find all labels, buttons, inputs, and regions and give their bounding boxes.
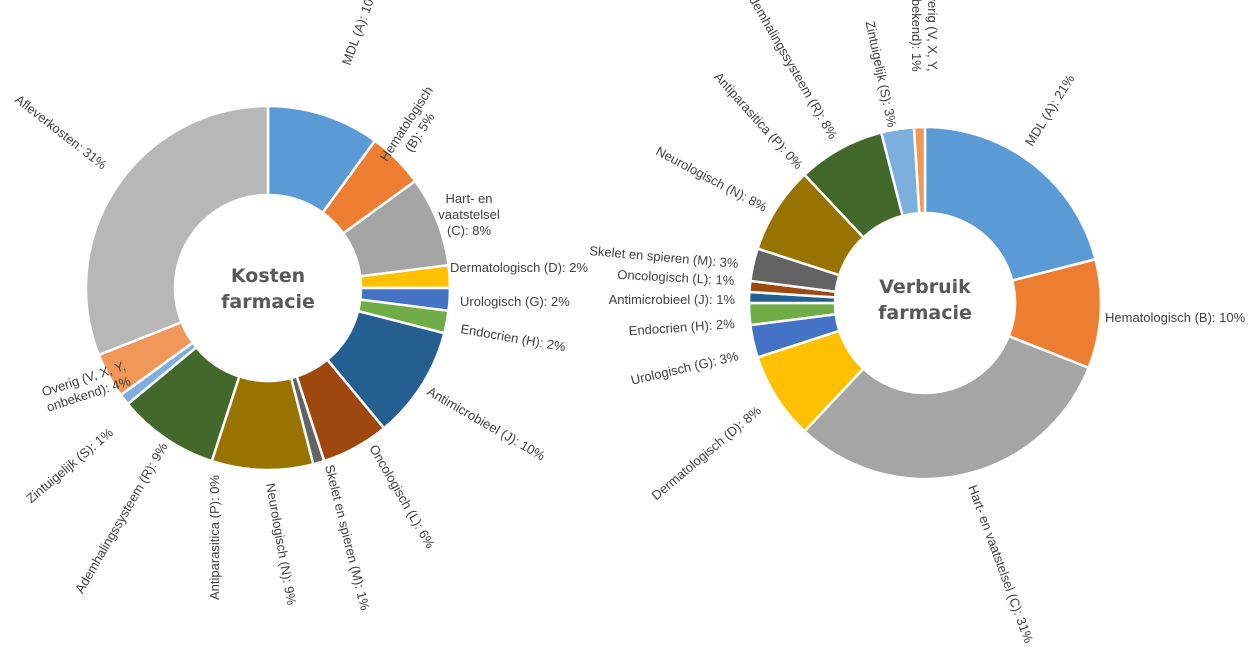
data-label-line: vaatstelsel — [438, 207, 500, 222]
data-label-urologisch-g: Urologisch (G): 3% — [629, 348, 740, 387]
data-label-dermatologisch-d: Dermatologisch (D): 8% — [649, 403, 765, 503]
data-label-line: Antimicrobieel (J): 1% — [609, 292, 736, 307]
data-label-antimicrobieel-j: Antimicrobieel (J): 10% — [425, 384, 549, 464]
chart-title-line-1: Verbruik — [879, 276, 971, 298]
data-label-line: Overig (V, X, Y, — [925, 0, 940, 72]
data-label-zintuigelijk-s: Zintuigelijk (S): 3% — [863, 19, 900, 129]
data-label-line: Afleverkosten: 31% — [12, 92, 110, 173]
data-label-hart-en-vaatstelsel-c: Hart- en vaatstelsel (C): 8% — [438, 191, 500, 238]
data-label-line: Antimicrobieel (J): 10% — [425, 384, 549, 464]
slice-overig-v-x-y-onbekend — [912, 125, 927, 215]
data-label-neurologisch-n: Neurologisch (N): 9% — [263, 482, 299, 607]
data-label-urologisch-g: Urologisch (G): 2% — [460, 294, 570, 309]
data-label-oncologisch-l: Oncologisch (L): 1% — [617, 267, 735, 288]
data-label-line: MDL (A): 10% — [339, 0, 381, 67]
data-label-line: Dermatologisch (D): 2% — [450, 260, 588, 275]
data-label-line: Skelet en spieren (M): 3% — [589, 243, 740, 271]
chart-title-line-2: farmacie — [221, 291, 315, 313]
data-label-mdl-a: MDL (A): 21% — [1022, 71, 1078, 148]
data-label-line: Urologisch (G): 2% — [460, 294, 570, 309]
data-label-line: Skelet en spieren (M): 1% — [322, 463, 373, 612]
data-label-hematologisch-b: Hematologisch (B): 10% — [1105, 310, 1246, 325]
data-label-antiparasitica-p: Antiparasitica (P): 0% — [711, 69, 806, 172]
data-label-line: onbekend): 1% — [909, 0, 924, 72]
data-label-endocrien-h: Endocrien (H): 2% — [459, 321, 567, 354]
data-label-line: Endocrien (H): 2% — [459, 321, 567, 354]
data-label-hart-en-vaatstelsel-c: Hart- en vaatstelsel (C): 31% — [965, 483, 1036, 645]
data-label-line: Oncologisch (L): 1% — [617, 267, 735, 288]
data-label-line: Neurologisch (N): 8% — [654, 143, 771, 214]
donut-kosten-farmacie: MDL (A): 10% Hematologisch(B): 5% Hart- en… — [12, 0, 588, 612]
slice-afleverkosten — [84, 104, 270, 357]
data-label-line: Zintuigelijk (S): 3% — [863, 19, 900, 129]
data-label-line: Endocrien (H): 2% — [628, 316, 735, 338]
data-label-line: Oncologisch (L): 6% — [366, 442, 438, 551]
data-label-dermatologisch-d: Dermatologisch (D): 2% — [450, 260, 588, 275]
data-label-line: Hart- en vaatstelsel (C): 31% — [965, 483, 1036, 645]
data-label-line: Urologisch (G): 3% — [629, 348, 740, 387]
data-label-line: Zintuigelijk (S): 1% — [23, 425, 116, 506]
slice-mdl-a — [923, 125, 1097, 282]
data-label-mdl-a: MDL (A): 10% — [339, 0, 381, 67]
data-label-line: Hematologisch (B): 10% — [1105, 310, 1246, 325]
data-label-line: MDL (A): 21% — [1022, 71, 1078, 148]
data-label-overig-v-x-y-onbekend: Overig (V, X, Y,onbekend): 1% — [909, 0, 940, 72]
data-label-line: Antiparasitica (P): 0% — [207, 475, 222, 600]
data-label-neurologisch-n: Neurologisch (N): 8% — [654, 143, 771, 214]
data-label-line: (C): 8% — [447, 223, 492, 238]
data-label-antimicrobieel-j: Antimicrobieel (J): 1% — [609, 292, 736, 307]
data-label-line: Hart- en — [446, 191, 493, 206]
data-label-hematologisch-b: Hematologisch(B): 5% — [377, 83, 450, 172]
slice-hart-en-vaatstelsel-c — [803, 334, 1090, 481]
data-label-skelet-en-spieren-m: Skelet en spieren (M): 3% — [589, 243, 740, 271]
data-label-endocrien-h: Endocrien (H): 2% — [628, 316, 735, 338]
data-label-ademhalingssysteem-r: Ademhalingssysteem (R): 9% — [72, 440, 171, 596]
data-label-zintuigelijk-s: Zintuigelijk (S): 1% — [23, 425, 116, 506]
data-label-line: Neurologisch (N): 9% — [263, 482, 299, 607]
donut-verbruik-farmacie: MDL (A): 21% Hematologisch (B): 10% Hart- … — [589, 0, 1246, 645]
data-label-oncologisch-l: Oncologisch (L): 6% — [366, 442, 438, 551]
data-label-line: Antiparasitica (P): 0% — [711, 69, 806, 172]
data-label-line: Dermatologisch (D): 8% — [649, 403, 765, 503]
data-label-skelet-en-spieren-m: Skelet en spieren (M): 1% — [322, 463, 373, 612]
chart-title-line-1: Kosten — [231, 265, 305, 287]
data-label-line: Ademhalingssysteem (R): 9% — [72, 440, 171, 596]
data-label-afleverkosten: Afleverkosten: 31% — [12, 92, 110, 173]
data-label-overig-v-x-y-onbekend: Overig (V, X, Y,onbekend): 4% — [40, 358, 133, 415]
chart-title-line-2: farmacie — [878, 302, 972, 324]
data-label-antiparasitica-p: Antiparasitica (P): 0% — [207, 475, 222, 600]
